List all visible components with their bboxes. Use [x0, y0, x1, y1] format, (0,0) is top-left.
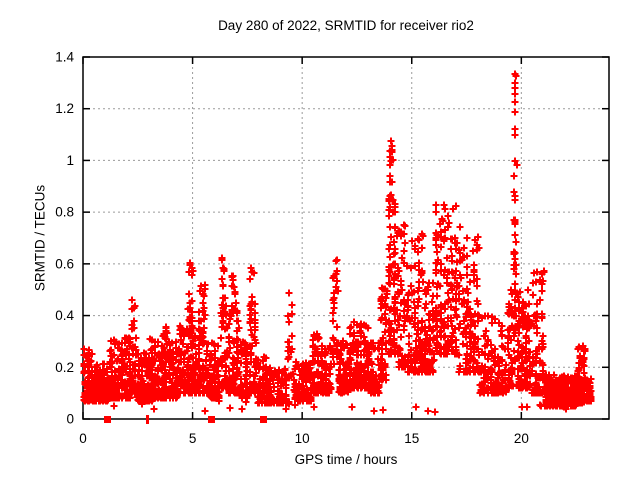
y-tick-label: 0.4	[55, 308, 74, 323]
zero-marker-square	[260, 416, 267, 423]
y-tick-labels: 0 0.2 0.4 0.6 0.8 1 1.2 1.4	[55, 50, 74, 427]
y-tick-label: 1.2	[55, 101, 74, 116]
y-tick-label: 1.4	[55, 50, 74, 65]
zero-marker-square	[208, 416, 215, 423]
plot-border	[82, 56, 610, 420]
zero-markers	[104, 415, 267, 424]
zero-marker-square	[104, 416, 111, 423]
zero-marker-square	[146, 415, 149, 424]
x-tick-label: 15	[404, 431, 419, 446]
y-tick-label: 0	[66, 412, 74, 427]
x-tick-label: 10	[295, 431, 310, 446]
x-tick-label: 0	[79, 431, 87, 446]
x-tick-label: 5	[189, 431, 197, 446]
scatter-points	[80, 70, 595, 416]
x-axis-label: GPS time / hours	[294, 452, 398, 467]
y-tick-label: 0.8	[55, 205, 74, 220]
x-tick-labels: 0 5 10 15 20	[79, 431, 529, 446]
y-tick-label: 1	[66, 153, 74, 168]
chart-title: Day 280 of 2022, SRMTID for receiver rio…	[218, 18, 474, 33]
x-tick-label: 20	[514, 431, 529, 446]
y-tick-label: 0.6	[55, 256, 74, 271]
y-tick-label: 0.2	[55, 360, 74, 375]
